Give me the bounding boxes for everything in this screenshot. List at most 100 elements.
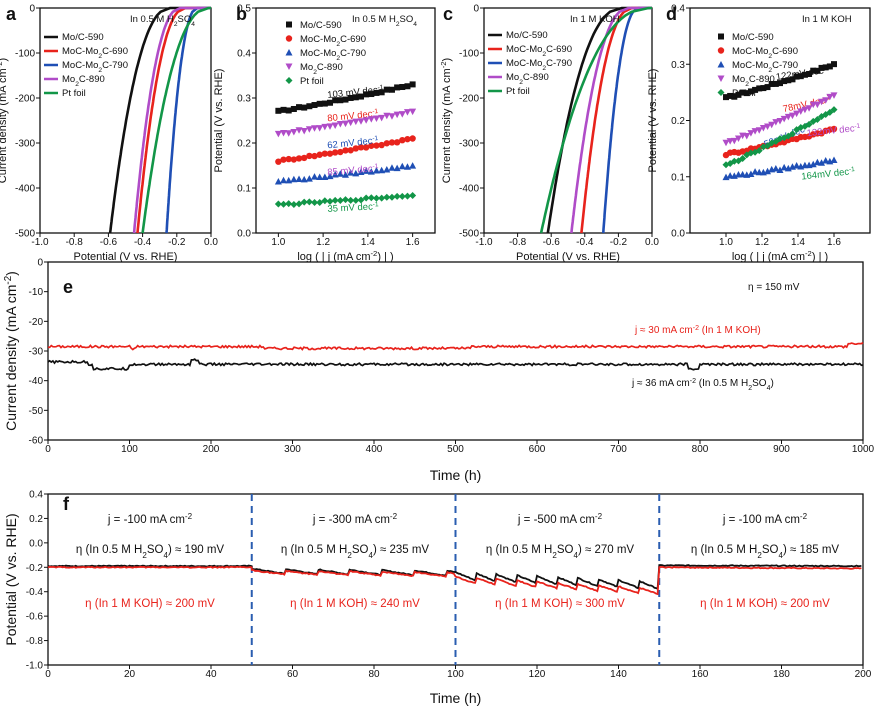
panel-b-condition: In 0.5 M H2SO4 xyxy=(352,14,417,28)
panel-b-tafel-point xyxy=(274,130,282,138)
panel-b-tafel-point xyxy=(404,83,411,90)
panel-f-ytick-label: -0.4 xyxy=(26,587,44,598)
panel-b-tafel-point xyxy=(285,200,293,208)
panel-d-tafel-point xyxy=(735,91,742,98)
panel-b-tafel-point xyxy=(362,117,370,124)
panel-b-tafel-point xyxy=(316,173,324,181)
panel-b-tafel-point xyxy=(367,168,375,175)
panel-d-legend-label: MoC-Mo2C-790 xyxy=(732,60,798,74)
panel-d-tafel-point xyxy=(801,71,808,78)
panel-b-tafel-point xyxy=(336,120,344,128)
panel-label-b: b xyxy=(236,4,247,24)
panel-c-legend-label: Mo/C-590 xyxy=(506,30,548,41)
panel-d-tafel-point xyxy=(784,113,792,121)
panel-b-tafel-point xyxy=(295,175,303,183)
panel-b-ytick-label: 0.1 xyxy=(237,184,251,195)
panel-b-tafel-point xyxy=(378,166,386,174)
panel-a-xtick-label: 0.0 xyxy=(204,237,218,248)
panel-d-tafel-point xyxy=(830,106,838,114)
panel-b-tafel-point xyxy=(326,123,334,130)
panel-b-tafel-point xyxy=(290,128,298,136)
panel-b-tafel-point xyxy=(403,192,411,200)
panel-d-tafel-point xyxy=(755,127,763,134)
panel-b-tafel-point xyxy=(357,93,364,100)
panel-b-tafel-point xyxy=(331,149,339,156)
panel-d-tafel-point xyxy=(723,94,729,101)
panel-f-ytick-label: 0.4 xyxy=(29,490,43,501)
panel-e-ytick-label: -60 xyxy=(29,436,44,447)
panel-d-tafel-point xyxy=(752,86,759,93)
panel-b-tafel-point xyxy=(285,107,292,114)
panel-b-slope-label: 35 mV dec-1 xyxy=(327,201,379,215)
panel-d-tafel-point xyxy=(751,128,759,135)
panel-d-tafel-point xyxy=(777,80,783,87)
panel-d-slope-label: 132mV dec-1 xyxy=(806,122,861,139)
panel-b-tafel-point xyxy=(409,162,417,169)
panel-d-tafel-point xyxy=(788,112,796,120)
panel-b-ytick-label: 0.5 xyxy=(237,4,251,15)
panel-c-series-blue xyxy=(602,6,652,234)
panel-a-ytick-label: -300 xyxy=(15,139,35,150)
panel-b-tafel-point xyxy=(300,128,308,135)
panel-b-tafel-point xyxy=(383,86,390,93)
panel-e-ytick-label: -10 xyxy=(29,287,44,298)
panel-b-slope-label: 103 mV dec-1 xyxy=(327,84,385,101)
panel-b-tafel-point xyxy=(321,197,329,205)
panel-a-ylabel: Current density (mA cm-2) xyxy=(0,58,9,183)
panel-b-tafel-point xyxy=(280,129,288,137)
panel-a-series-purple xyxy=(132,6,211,234)
panel-b-tafel-point xyxy=(337,97,344,104)
panel-f-eta-acid: η (In 0.5 M H2SO4) ≈ 270 mV xyxy=(486,544,635,560)
panel-d-tafel-point xyxy=(788,130,796,138)
panel-d-tafel-point xyxy=(830,92,838,99)
panel-d-tafel-point xyxy=(739,89,746,96)
panel-b-tafel-point xyxy=(274,200,282,208)
panel-b-tafel-point xyxy=(373,142,380,149)
panel-a-series-red xyxy=(136,6,211,234)
panel-b-tafel-point xyxy=(409,135,416,142)
panel-f-eta-base: η (In 1 M KOH) ≈ 300 mV xyxy=(495,598,625,610)
panel-b-tafel-point xyxy=(409,191,417,199)
panel-b-tafel-point xyxy=(301,104,308,111)
panel-b-tafel-point xyxy=(352,169,360,177)
panel-e-xtick-label: 0 xyxy=(45,444,51,455)
panel-d-tafel-point xyxy=(764,84,771,91)
panel-b-xtick-label: 1.4 xyxy=(361,237,375,248)
panel-d-tafel-point xyxy=(764,142,772,150)
panel-b-tafel-point xyxy=(300,198,308,206)
panel-label-d: d xyxy=(666,4,677,24)
panel-b-ytick-label: 0.4 xyxy=(237,49,251,60)
panel-b-tafel-point xyxy=(378,89,385,96)
panel-d-tafel-point xyxy=(826,93,834,101)
panel-b-tafel-point xyxy=(399,84,406,91)
panel-b-tafel-point xyxy=(321,123,329,131)
panel-f-xtick-label: 100 xyxy=(447,669,464,680)
panel-b-tafel-point xyxy=(357,168,365,175)
panel-b-legend-marker xyxy=(285,77,293,84)
panel-b-tafel-point xyxy=(388,164,396,171)
panel-a-ytick-label: 0 xyxy=(29,4,35,15)
panel-f-xtick-label: 180 xyxy=(773,669,790,680)
panel-e-xtick-label: 800 xyxy=(692,444,709,455)
panel-b-tafel-point xyxy=(352,94,359,101)
panel-c-xlabel: Potential (V vs. RHE) xyxy=(516,251,620,263)
panel-b-tafel-point xyxy=(342,171,349,178)
panel-d-legend-label: Mo/C-590 xyxy=(732,32,774,43)
panel-label-e: e xyxy=(63,277,73,297)
panel-d-tafel-point xyxy=(747,130,755,137)
panel-d-tafel-point xyxy=(822,156,830,164)
panel-b-tafel-point xyxy=(311,199,319,207)
panel-b-tafel-point xyxy=(347,147,354,154)
panel-d-legend-marker xyxy=(717,61,725,68)
panel-a-xlabel: Potential (V vs. RHE) xyxy=(74,251,178,263)
panel-a-condition: In 0.5 M H2SO4 xyxy=(130,14,195,28)
panel-d-tafel-point xyxy=(813,158,821,166)
panel-d-tafel-point xyxy=(730,137,738,145)
panel-e-ylabel: Current density (mA cm-2) xyxy=(3,271,20,431)
panel-b-tafel-point xyxy=(403,163,411,170)
panel-b-slope-label: 62 mV dec-1 xyxy=(327,135,380,152)
panel-d-ytick-label: 0.2 xyxy=(671,116,685,127)
panel-b-tafel-point xyxy=(362,194,370,202)
panel-b-tafel-point xyxy=(275,158,282,165)
